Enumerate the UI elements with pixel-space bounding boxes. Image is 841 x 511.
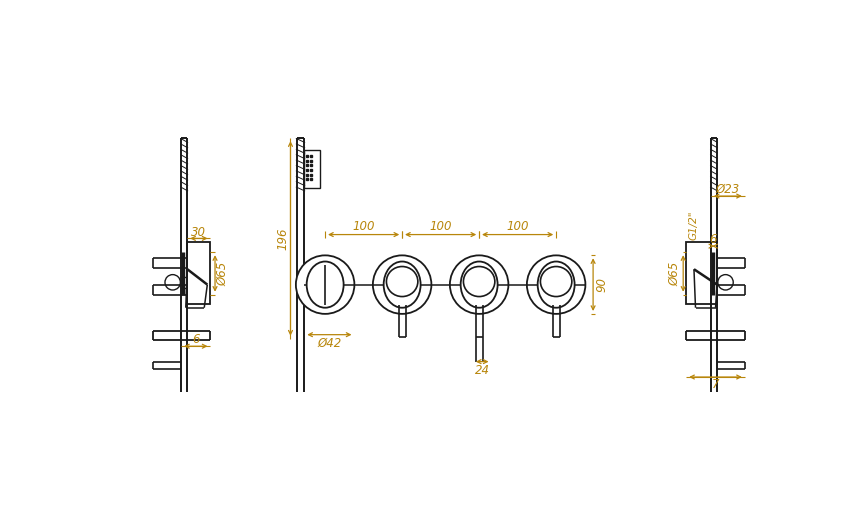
Text: 196: 196 — [277, 227, 289, 250]
Text: 90: 90 — [595, 277, 608, 292]
Circle shape — [296, 256, 354, 314]
Circle shape — [450, 256, 509, 314]
Text: 7: 7 — [711, 378, 719, 391]
Text: G1/2": G1/2" — [689, 211, 699, 240]
Text: 100: 100 — [506, 220, 529, 233]
Bar — [686, 242, 717, 304]
Text: 24: 24 — [474, 364, 489, 377]
Bar — [304, 150, 320, 189]
Circle shape — [526, 256, 585, 314]
Ellipse shape — [386, 267, 418, 296]
Ellipse shape — [463, 267, 495, 296]
Text: 100: 100 — [430, 220, 452, 233]
Text: Ø42: Ø42 — [317, 337, 341, 350]
Text: Ø65: Ø65 — [216, 261, 230, 286]
Ellipse shape — [537, 262, 574, 308]
Ellipse shape — [307, 262, 344, 308]
Bar — [188, 242, 210, 304]
Text: 6: 6 — [710, 234, 717, 246]
Text: 30: 30 — [192, 226, 206, 239]
Circle shape — [373, 256, 431, 314]
Ellipse shape — [541, 267, 572, 296]
Text: 100: 100 — [352, 220, 375, 233]
Text: Ø65: Ø65 — [669, 261, 681, 286]
Text: 6: 6 — [192, 333, 199, 346]
Text: Ø23: Ø23 — [716, 182, 740, 196]
Ellipse shape — [461, 262, 498, 308]
Ellipse shape — [383, 262, 420, 308]
